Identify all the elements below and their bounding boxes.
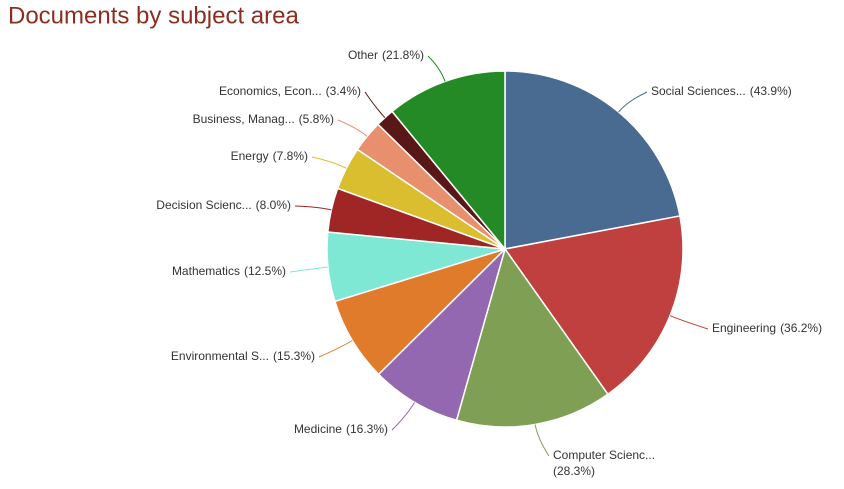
pie-slice [377,246,507,422]
leader-line [294,205,332,211]
leader-line [318,340,353,358]
chart-title: Documents by subject area [8,2,299,29]
leader-line [534,424,550,457]
value-label: (21.8%) [382,48,424,62]
value-label: (36.2%) [780,321,822,335]
category-label: Mathematics [172,264,240,278]
leader-line [337,119,368,137]
slice-label: Environmental S... (15.3%) [171,349,315,363]
category-label: Other [348,48,378,62]
category-label: Medicine [294,422,342,436]
leader-line [618,91,648,113]
leader-line [391,402,416,431]
leader-line [311,156,347,169]
pie-slice [504,70,681,250]
leader-line [364,91,386,118]
slice-label: Medicine (16.3%) [294,422,388,436]
leader-line [669,315,709,330]
slice-label: Mathematics (12.5%) [172,264,286,278]
value-label: (8.0%) [256,198,291,212]
slice-label: Computer Scienc... (28.3%) [553,448,655,478]
category-label: Computer Scienc... [553,448,655,462]
slice-label: Other (21.8%) [348,48,424,62]
value-label: (28.3%) [553,464,595,478]
category-label: Social Sciences... [651,84,746,98]
value-label: (15.3%) [273,349,315,363]
value-label: (16.3%) [346,422,388,436]
slice-label: Economics, Econ... (3.4%) [219,84,361,98]
slice-label: Business, Manag... (5.8%) [193,112,334,126]
pie-slice [455,247,609,428]
category-label: Decision Scienc... [156,198,251,212]
slice-label: Energy (7.8%) [231,149,308,163]
pie-slice [503,215,684,396]
value-label: (43.9%) [750,84,792,98]
leader-line [427,55,446,82]
value-label: (3.4%) [326,84,361,98]
value-label: (12.5%) [244,264,286,278]
category-label: Environmental S... [171,349,269,363]
slice-label: Social Sciences... (43.9%) [651,84,792,98]
category-label: Engineering [712,321,776,335]
slice-label: Decision Scienc... (8.0%) [156,198,291,212]
value-label: (7.8%) [273,149,308,163]
value-label: (5.8%) [299,112,334,126]
category-label: Business, Manag... [193,112,295,126]
category-label: Economics, Econ... [219,84,322,98]
pie-slice [391,70,506,252]
category-label: Energy [231,149,269,163]
slice-label: Engineering (36.2%) [712,321,822,335]
leader-line [289,266,328,273]
